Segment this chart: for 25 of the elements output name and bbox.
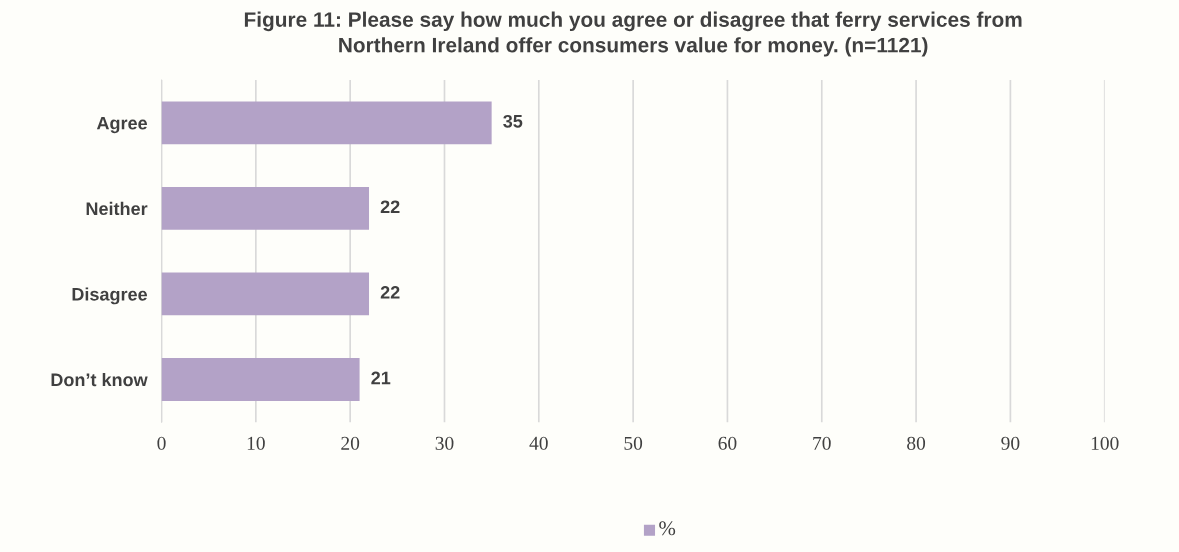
- y-tick-label: Neither: [86, 201, 148, 216]
- y-tick-label: Agree: [96, 116, 148, 134]
- x-tick-label: 80: [907, 436, 926, 450]
- x-tick-label: 40: [529, 436, 548, 450]
- x-tick-label: 30: [435, 436, 454, 450]
- x-tick-label: 60: [718, 436, 737, 450]
- x-tick-label: 20: [341, 436, 360, 450]
- bar: [161, 101, 492, 145]
- bar: [161, 186, 370, 230]
- x-tick-label: 10: [247, 436, 265, 450]
- data-label: 22: [380, 286, 400, 299]
- data-label: 21: [371, 371, 391, 385]
- chart-title: Figure 11: Please say how much you agree or disagree that ferry services from Northern Ireland offer consumers value for money. (n=1121): [244, 11, 1022, 57]
- data-label: 22: [380, 200, 400, 214]
- x-tick-label: 50: [624, 436, 643, 450]
- y-tick-label: Disagree: [72, 287, 148, 305]
- bar: [161, 272, 370, 316]
- data-label: 35: [503, 114, 523, 128]
- x-tick-label: 0: [157, 436, 166, 450]
- y-tick-label: Don’t know: [51, 372, 148, 387]
- bar: [161, 358, 360, 401]
- legend-label: %: [659, 521, 676, 536]
- x-tick-label: 90: [1001, 436, 1020, 450]
- x-tick-label: 100: [1091, 436, 1119, 450]
- x-tick-label: 70: [813, 436, 831, 450]
